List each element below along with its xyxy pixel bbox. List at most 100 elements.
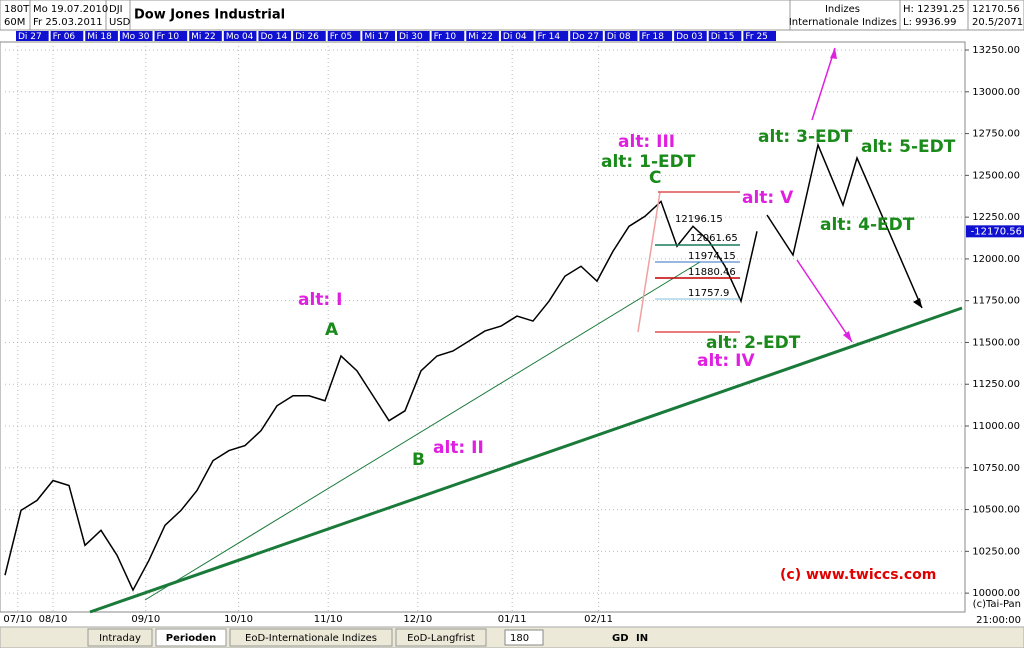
copyright: (c)Tai-Pan [973, 599, 1021, 610]
y-tick-label: 13250.00 [972, 45, 1020, 56]
last-price-label: -12170.56 [971, 226, 1022, 237]
y-tick-label: 12750.00 [972, 129, 1020, 140]
projection-arrow [811, 47, 836, 121]
last-price: 12170.56 [972, 4, 1020, 15]
annotation: alt: III [618, 132, 675, 152]
date-label: Mi 22 [468, 32, 493, 42]
y-tick-label: 12500.00 [972, 170, 1020, 181]
date-cell [570, 31, 603, 41]
annotation: A [325, 320, 339, 340]
y-tick-label: 10000.00 [972, 588, 1020, 599]
projection-arrow [796, 259, 853, 343]
time: 21:00:00 [976, 615, 1021, 626]
date-label: Di 04 [503, 32, 527, 42]
annotation: alt: V [742, 188, 794, 208]
annotation: alt: 3-EDT [758, 127, 853, 147]
trend-line [89, 306, 963, 614]
arrow-head [913, 298, 922, 308]
date-label: Di 15 [711, 32, 735, 42]
date-cell [431, 31, 465, 41]
period-select-label[interactable]: 180 [510, 633, 529, 644]
plot-frame [0, 41, 966, 613]
date-cell [674, 31, 707, 41]
arrow-head [843, 331, 852, 342]
last-price-box [966, 225, 1024, 238]
date-cell [154, 31, 188, 41]
currency: USD [109, 17, 131, 28]
date-label: Mo 30 [122, 32, 150, 42]
date-label: Fr 25 [745, 32, 768, 42]
annotation: alt: 2-EDT [706, 333, 801, 353]
analysis [89, 47, 963, 614]
x-tick-label: 12/10 [403, 614, 432, 625]
low: L: 9936.99 [903, 17, 956, 28]
period: 180T [4, 4, 30, 15]
x-tick-label: 08/10 [39, 614, 68, 625]
date-cell [16, 31, 49, 41]
y-tick-label: 10250.00 [972, 546, 1020, 557]
x-tick-label: 02/11 [584, 614, 613, 625]
projection-arrow [766, 142, 923, 309]
x-tick-label: 11/10 [314, 614, 343, 625]
fib-label: 11974.15 [688, 251, 736, 262]
high: H: 12391.25 [903, 4, 965, 15]
price-line [4, 200, 758, 592]
fib-label: 12196.15 [675, 214, 723, 225]
tab[interactable] [229, 628, 393, 647]
annotation: B [412, 450, 425, 470]
fib-label: 11880.46 [688, 267, 736, 278]
group-name: Internationale Indizes [789, 17, 897, 28]
date-cell [189, 31, 222, 41]
annotation: alt: 4-EDT [820, 215, 915, 235]
tab[interactable] [395, 628, 487, 647]
channel-line [637, 191, 661, 333]
date-label: Mi 18 [87, 32, 112, 42]
fib-label: 11757.9 [688, 288, 729, 299]
in-button[interactable]: IN [636, 633, 648, 644]
date-label: Fr 05 [330, 32, 353, 42]
date-cell [223, 31, 257, 41]
chart-title: Dow Jones Industrial [134, 8, 285, 23]
y-tick-label: 12250.00 [972, 212, 1020, 223]
trend-line [144, 261, 701, 601]
y-tick-label: 13000.00 [972, 87, 1020, 98]
date-cell [362, 31, 395, 41]
symbol: DJI [109, 4, 123, 15]
group: Indizes [825, 4, 860, 15]
date-cell [708, 31, 742, 41]
x-tick-label: 10/10 [224, 614, 253, 625]
tab-label[interactable]: EoD-Langfrist [407, 633, 475, 644]
fib-label: 12061.65 [690, 233, 738, 244]
date-cell [119, 31, 153, 41]
period-select[interactable] [504, 629, 544, 646]
tab-label[interactable]: Intraday [99, 633, 141, 644]
date-label: Mi 17 [364, 32, 389, 42]
date-label: Fr 10 [434, 32, 457, 42]
arrow-head [830, 48, 837, 59]
date-label: Fr 18 [641, 32, 664, 42]
y-tick-label: 10750.00 [972, 463, 1020, 474]
y-tick-label: 11250.00 [972, 379, 1020, 390]
date-label: Di 08 [607, 32, 631, 42]
header [0, 0, 1024, 31]
tab[interactable] [155, 628, 227, 647]
date-label: Di 26 [295, 32, 319, 42]
tab[interactable] [87, 628, 153, 647]
date-label: Fr 10 [157, 32, 180, 42]
tab-label[interactable]: EoD-Internationale Indizes [245, 633, 377, 644]
date-to: Fr 25.03.2011 [33, 17, 103, 28]
tab-label[interactable]: Perioden [166, 633, 216, 644]
date-label: Do 27 [572, 32, 599, 42]
gd-button[interactable]: GD [612, 633, 629, 644]
y-tick-label: 10500.00 [972, 505, 1020, 516]
date-label: Do 03 [676, 32, 703, 42]
annotation: alt: II [433, 438, 484, 458]
date-label: Di 30 [399, 32, 423, 42]
date-cell [639, 31, 673, 41]
date-label: Do 14 [260, 32, 287, 42]
date-cell [604, 31, 638, 41]
date-label: Fr 14 [538, 32, 561, 42]
